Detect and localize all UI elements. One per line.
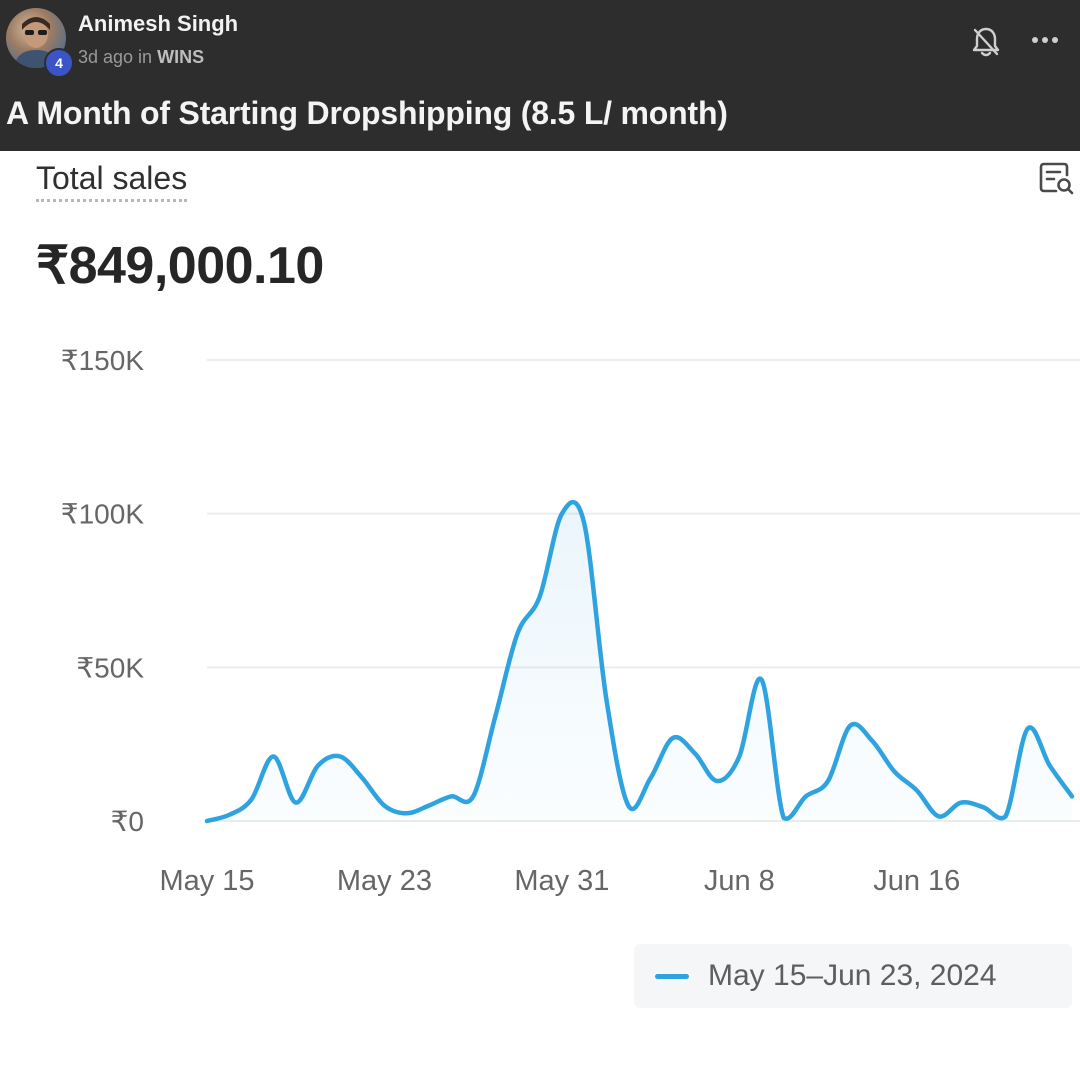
- total-sales-value: ₹849,000.10: [36, 237, 324, 295]
- time-ago: 3d ago in: [78, 47, 153, 67]
- metric-label[interactable]: Total sales: [36, 160, 188, 202]
- level-badge: 4: [44, 48, 74, 78]
- x-tick-label: Jun 16: [873, 865, 960, 897]
- x-tick-label: May 23: [337, 865, 432, 897]
- sales-line-chart: ₹0 ₹50K ₹100K ₹150K May 15 May 23 May 31 Jun 8…: [61, 345, 1080, 897]
- post-title: A Month of Starting Dropshipping (8.5 L/…: [6, 95, 728, 131]
- series-line[interactable]: [204, 499, 1075, 824]
- x-tick-label: May 15: [159, 865, 254, 897]
- post-header: 4 Animesh Singh 3d ago in WINS A Month o…: [0, 0, 1080, 151]
- y-tick-label: ₹150K: [61, 345, 145, 376]
- bell-off-icon[interactable]: [970, 24, 1002, 60]
- legend-label: May 15–Jun 23, 2024: [708, 959, 997, 992]
- y-tick-label: ₹0: [111, 806, 144, 837]
- explore-report-icon[interactable]: [1036, 158, 1076, 198]
- chart-legend[interactable]: May 15–Jun 23, 2024: [634, 944, 1072, 1008]
- y-tick-label: ₹100K: [61, 499, 145, 530]
- more-icon[interactable]: [1026, 24, 1066, 56]
- x-tick-label: Jun 8: [704, 865, 775, 897]
- author-name[interactable]: Animesh Singh: [78, 11, 239, 36]
- legend-swatch: [655, 974, 689, 979]
- space-link[interactable]: WINS: [157, 47, 205, 67]
- post-meta: 3d ago in WINS: [78, 47, 204, 68]
- series-area: [207, 502, 1072, 821]
- x-tick-label: May 31: [514, 865, 609, 897]
- y-tick-label: ₹50K: [76, 652, 144, 683]
